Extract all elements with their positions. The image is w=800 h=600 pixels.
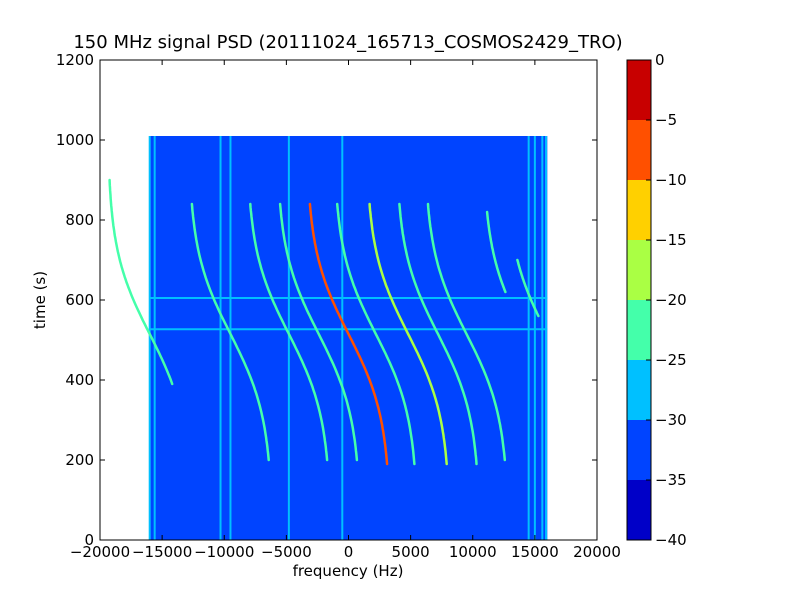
plot-area [99, 59, 598, 541]
x-tick-label: 15000 [511, 543, 559, 561]
colorbar-segment [627, 480, 651, 540]
x-tick-label: 5000 [392, 543, 430, 561]
doppler-trace [108, 178, 174, 386]
colorbar: −40 −35 −30 −25 −20 −15 −10 −5 0 [626, 51, 687, 549]
doppler-trace [398, 202, 478, 466]
y-axis: 0 200 400 600 800 1000 1200 [56, 51, 597, 549]
x-tick-label: −15000 [132, 543, 192, 561]
doppler-trace [190, 202, 270, 462]
doppler-trace [516, 258, 540, 318]
y-tick-label: 600 [65, 291, 94, 309]
y-tick-label: 800 [65, 211, 94, 229]
y-tick-label: 0 [84, 531, 94, 549]
colorbar-segment [627, 60, 651, 120]
heatmap-background [149, 136, 548, 540]
colorbar-tick-label: −35 [655, 471, 687, 489]
doppler-trace [485, 210, 507, 294]
colorbar-tick-label: −20 [655, 291, 687, 309]
doppler-trace [368, 202, 448, 466]
colorbar-tick-label: −15 [655, 231, 687, 249]
colorbar-segment [627, 300, 651, 360]
x-tick-label: −10000 [194, 543, 254, 561]
y-tick-label: 400 [65, 371, 94, 389]
colorbar-tick-label: −10 [655, 171, 687, 189]
colorbar-tick-label: −25 [655, 351, 687, 369]
x-tick-label: 10000 [449, 543, 497, 561]
doppler-trace [308, 202, 389, 466]
colorbar-tick-label: −40 [655, 531, 687, 549]
x-tick-label: −20000 [70, 543, 130, 561]
colorbar-tick-label: 0 [655, 51, 665, 69]
x-tick-label: −5000 [261, 543, 312, 561]
x-axis-label: frequency (Hz) [293, 562, 404, 580]
colorbar-segment [627, 240, 651, 300]
colorbar-tick-label: −5 [655, 111, 677, 129]
colorbar-tick-label: −30 [655, 411, 687, 429]
y-tick-label: 200 [65, 451, 94, 469]
doppler-trace [249, 202, 329, 462]
colorbar-segment [627, 420, 651, 480]
colorbar-segment [627, 360, 651, 420]
x-tick-label: 0 [344, 543, 354, 561]
y-axis-label: time (s) [31, 271, 49, 329]
colorbar-segment [627, 180, 651, 240]
doppler-trace [278, 202, 359, 462]
chart-title: 150 MHz signal PSD (20111024_165713_COSM… [73, 32, 622, 53]
x-tick-label: 20000 [573, 543, 621, 561]
doppler-trace [335, 202, 416, 466]
colorbar-segment [627, 120, 651, 180]
y-tick-label: 1000 [56, 131, 94, 149]
y-tick-label: 1200 [56, 51, 94, 69]
doppler-trace [426, 202, 507, 462]
x-axis: −20000 −15000 −10000 −5000 0 5000 10000 15000 20… [70, 60, 621, 561]
